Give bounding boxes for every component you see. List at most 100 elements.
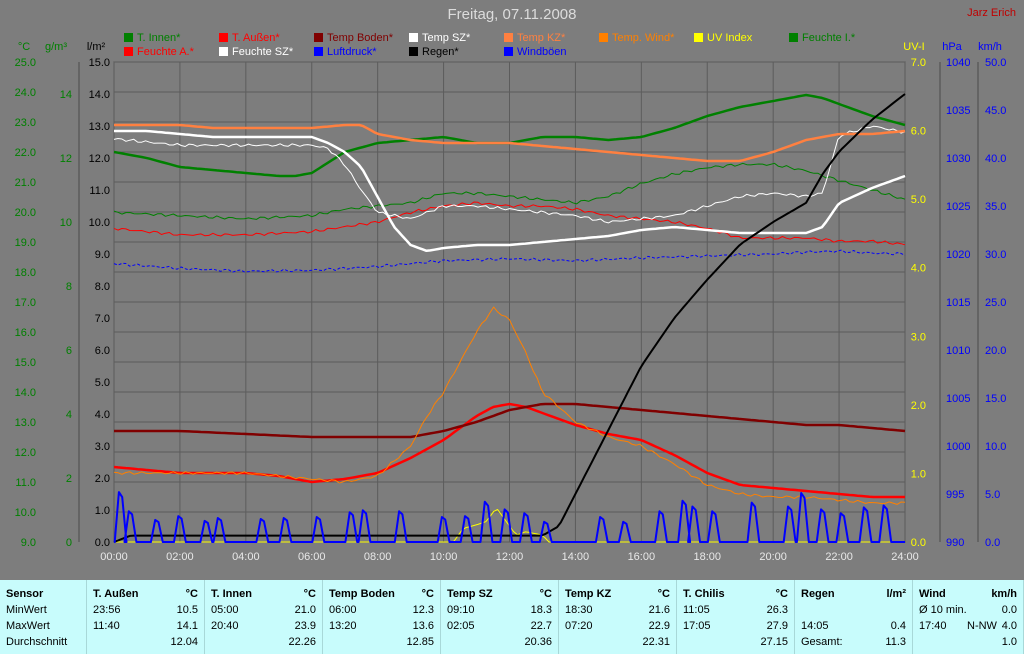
max-value: 4.0 (1001, 620, 1017, 632)
min-row: 18:30 21.6 (565, 604, 670, 618)
rain-tick-label: 2.0 (95, 473, 110, 485)
average-value: 27.15 (760, 636, 788, 648)
max-time: 07:20 (565, 620, 593, 632)
max-row: 17:40 N-NW 4.0 (919, 620, 1017, 634)
series-line-t-au-en- (113, 402, 905, 499)
avg-row: 20.36 (447, 636, 552, 650)
stats-header: Sensor (6, 588, 44, 600)
legend-item: Temp. Wind* (599, 32, 674, 44)
stats-column: T. Innen °C 05:00 21.0 20:40 23.9 22.26 (205, 580, 323, 654)
sensor-unit: km/h (991, 588, 1017, 600)
sensor-unit: °C (421, 588, 434, 600)
max-time: 20:40 (211, 620, 239, 632)
stats-column: Temp SZ °C 09:10 18.3 02:05 22.7 20.36 (441, 580, 559, 654)
humidity-tick-label: 0 (66, 537, 72, 549)
legend-swatch (314, 33, 323, 42)
average-value: 11.3 (885, 636, 906, 648)
humidity-tick-label: 14 (60, 89, 72, 101)
humidity-tick-label: 6 (66, 345, 72, 357)
series-line-windb-en (113, 491, 905, 543)
legend-swatch (314, 47, 323, 56)
uv-tick-label: 2.0 (911, 400, 926, 412)
temp-tick-label: 9.0 (21, 537, 36, 549)
stats-header: T. Chilis °C (683, 588, 788, 602)
uv-tick-label: 1.0 (911, 468, 926, 480)
temp-tick-label: 21.0 (15, 177, 36, 189)
rain-tick-label: 8.0 (95, 281, 110, 293)
legend-swatch (219, 47, 228, 56)
legend-label: Feuchte I.* (802, 32, 856, 44)
avg-row: 22.31 (565, 636, 670, 650)
legend-item: UV Index (694, 32, 752, 44)
avg-row: 12.85 (329, 636, 434, 650)
pressure-tick-label: 1000 (946, 441, 970, 453)
row-label: MaxWert (6, 620, 50, 632)
legend-item: Feuchte SZ* (219, 46, 293, 58)
legend-label: Temp KZ* (517, 32, 566, 44)
rain-tick-label: 7.0 (95, 313, 110, 325)
rain-tick-label: 10.0 (89, 217, 110, 229)
stats-column: Wind km/h Ø 10 min. 0.0 17:40 N-NW 4.0 1.0 (913, 580, 1024, 654)
min-value: 10.5 (176, 604, 198, 616)
sensor-unit: °C (657, 588, 670, 600)
wind-tick-label: 10.0 (985, 441, 1006, 453)
wind-tick-label: 15.0 (985, 393, 1006, 405)
min-value: 0.0 (1001, 604, 1017, 616)
stats-header: Temp Boden °C (329, 588, 434, 602)
pressure-axis-label: hPa (942, 41, 962, 53)
wind-axis-label: km/h (978, 41, 1002, 53)
pressure-tick-label: 1025 (946, 201, 970, 213)
max-row: 17:05 27.9 (683, 620, 788, 634)
series-line-regen- (113, 93, 906, 543)
temp-tick-label: 13.0 (15, 417, 36, 429)
stats-label-column: Sensor MinWert MaxWert Durchschnitt (0, 580, 87, 654)
avg-row: 22.26 (211, 636, 316, 650)
uv-tick-label: 7.0 (911, 57, 926, 69)
wind-tick-label: 35.0 (985, 201, 1006, 213)
average-value: 22.31 (642, 636, 670, 648)
temp-tick-label: 15.0 (15, 357, 36, 369)
author-label: Jarz Erich (967, 7, 1016, 19)
legend-item: Feuchte A.* (124, 46, 194, 58)
legend-label: Regen* (422, 46, 459, 58)
pressure-tick-label: 1005 (946, 393, 970, 405)
sensor-unit: °C (303, 588, 316, 600)
series-line-luftdruck- (113, 249, 906, 273)
min-row: 06:00 12.3 (329, 604, 434, 618)
legend-label: Temp SZ* (422, 32, 471, 44)
min-row: 23:56 10.5 (93, 604, 198, 618)
sensor-unit: °C (539, 588, 552, 600)
humidity-axis-label: g/m³ (45, 41, 67, 53)
series-line-temp-boden- (114, 402, 906, 439)
series-line-feuchte-sz- (113, 125, 906, 224)
legend-item: Temp KZ* (504, 32, 565, 44)
wind-tick-label: 25.0 (985, 297, 1006, 309)
stats-header: Wind km/h (919, 588, 1017, 602)
avg-row: Gesamt: 11.3 (801, 636, 906, 650)
max-time: 11:40 (93, 620, 120, 632)
legend-label: UV Index (707, 32, 753, 44)
humidity-tick-label: 2 (66, 473, 72, 485)
temp-tick-label: 17.0 (15, 297, 36, 309)
sensor-name: Wind (919, 588, 946, 600)
average-value: 12.04 (170, 636, 198, 648)
stats-column: T. Außen °C 23:56 10.5 11:40 14.1 12.04 (87, 580, 205, 654)
uv-tick-label: 4.0 (911, 263, 926, 275)
series-line-feuchte-i- (113, 162, 906, 220)
chart-title: Freitag, 07.11.2008 (447, 6, 577, 23)
legend-label: T. Innen* (137, 32, 181, 44)
stats-column: Regen l/m² 14:05 0.4 Gesamt: 11.3 (795, 580, 913, 654)
wind-tick-label: 40.0 (985, 153, 1006, 165)
min-row: 11:05 26.3 (683, 604, 788, 618)
legend-label: Feuchte A.* (137, 46, 194, 58)
legend-swatch (409, 47, 418, 56)
x-tick-label: 08:00 (364, 551, 392, 563)
max-time: 17:40 (919, 620, 947, 632)
stats-header: Regen l/m² (801, 588, 906, 602)
average-value: 22.26 (288, 636, 316, 648)
min-row: 09:10 18.3 (447, 604, 552, 618)
wind-tick-label: 50.0 (985, 57, 1006, 69)
x-tick-label: 20:00 (759, 551, 787, 563)
x-tick-label: 24:00 (891, 551, 919, 563)
rain-tick-label: 4.0 (95, 409, 110, 421)
